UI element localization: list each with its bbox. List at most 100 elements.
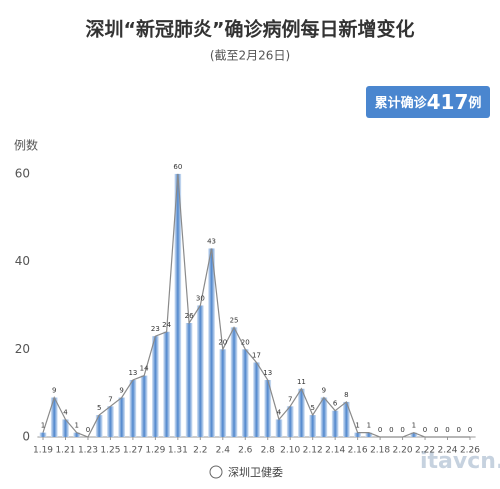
y-tick-label: 20: [15, 342, 30, 356]
x-tick-label: 2.4: [216, 446, 231, 456]
bar: [241, 349, 249, 437]
value-label: 1: [74, 422, 78, 430]
value-label: 1: [41, 422, 45, 430]
badge-box: [366, 86, 490, 118]
bar: [230, 327, 238, 437]
x-tick-label: 2.18: [370, 446, 390, 456]
x-tick-label: 1.25: [100, 446, 120, 456]
value-label: 24: [162, 321, 171, 329]
value-label: 8: [344, 391, 348, 399]
value-label: 14: [140, 365, 149, 373]
x-tick-label: 2.8: [261, 446, 276, 456]
value-label: 0: [468, 426, 472, 434]
badge-value: 417: [427, 90, 469, 114]
trend-line: [42, 173, 470, 438]
x-tick-label: 2.22: [415, 446, 435, 456]
bar: [140, 375, 148, 437]
value-label: 20: [218, 338, 227, 346]
value-label: 0: [86, 426, 90, 434]
value-label: 0: [400, 426, 404, 434]
bar: [219, 349, 227, 437]
bar: [185, 323, 193, 437]
value-label: 0: [389, 426, 393, 434]
bar: [331, 410, 339, 437]
bar: [320, 397, 328, 437]
x-tick-label: 2.26: [460, 446, 480, 456]
value-label: 20: [241, 338, 250, 346]
bar: [286, 406, 294, 437]
bar: [152, 336, 159, 437]
x-tick-label: 2.12: [303, 446, 323, 456]
bar: [95, 415, 103, 437]
chart-title: 深圳“新冠肺炎”确诊病例每日新增变化: [86, 18, 415, 41]
value-label: 0: [457, 426, 461, 434]
value-label: 1: [412, 422, 416, 430]
value-label: 0: [378, 426, 382, 434]
x-tick-label: 2.16: [348, 446, 368, 456]
value-label: 30: [196, 294, 205, 302]
value-label: 9: [52, 387, 56, 395]
bar: [196, 305, 204, 437]
value-label: 5: [310, 404, 314, 412]
bar: [253, 362, 260, 437]
badge-suffix: 例: [468, 95, 481, 111]
value-label: 17: [252, 351, 261, 359]
badge: 累计确诊417例: [375, 90, 482, 114]
footer-logo: [209, 465, 223, 479]
badge-prefix: 累计确诊: [375, 95, 428, 111]
value-label: 1: [355, 422, 359, 430]
x-tick-label: 2.14: [325, 446, 345, 456]
value-label: 7: [288, 395, 292, 403]
x-tick-label: 2.24: [437, 446, 457, 456]
x-tick-label: 2.10: [280, 446, 300, 456]
value-label: 23: [151, 325, 160, 333]
value-label: 13: [263, 369, 272, 377]
bar: [365, 432, 373, 437]
bar: [118, 397, 126, 437]
value-label: 9: [119, 387, 123, 395]
value-label: 0: [423, 426, 427, 434]
bar: [298, 388, 305, 437]
x-tick-label: 2.6: [238, 446, 253, 456]
bar: [50, 397, 58, 437]
value-label: 13: [128, 369, 137, 377]
x-tick-label: 1.21: [55, 446, 75, 456]
x-tick-label: 2.20: [393, 446, 413, 456]
value-label: 0: [434, 426, 438, 434]
value-label: 6: [333, 400, 338, 408]
x-tick-label: 2.2: [193, 446, 207, 456]
x-tick-label: 1.27: [123, 446, 143, 456]
bar: [354, 432, 361, 437]
value-label: 4: [277, 408, 282, 416]
x-tick-label: 1.23: [78, 446, 98, 456]
footer: 深圳卫健委: [228, 466, 283, 479]
bar: [39, 432, 47, 437]
bar: [275, 419, 283, 437]
value-label: 0: [445, 426, 449, 434]
bar: [73, 432, 81, 437]
y-axis-label: 例数: [14, 138, 38, 153]
value-label: 5: [97, 404, 101, 412]
value-label: 26: [185, 312, 194, 320]
y-tick-label: 60: [15, 166, 30, 180]
bar: [208, 248, 215, 437]
bar: [343, 401, 350, 437]
bar: [62, 419, 69, 437]
bar: [163, 331, 170, 437]
y-tick-label: 40: [15, 254, 30, 268]
value-label: 11: [297, 378, 306, 386]
bar: [129, 380, 137, 437]
bar: [107, 406, 114, 437]
value-label: 9: [322, 387, 326, 395]
value-label: 25: [230, 316, 239, 324]
value-label: 43: [207, 237, 216, 245]
watermark: itavcn.com: [420, 449, 500, 474]
chart-subtitle: (截至2月26日): [210, 49, 290, 63]
bar: [309, 415, 317, 437]
bar: [174, 173, 182, 437]
bar: [410, 432, 418, 437]
value-label: 1: [367, 422, 371, 430]
value-label: 4: [63, 408, 68, 416]
x-tick-label: 1.29: [145, 446, 165, 456]
